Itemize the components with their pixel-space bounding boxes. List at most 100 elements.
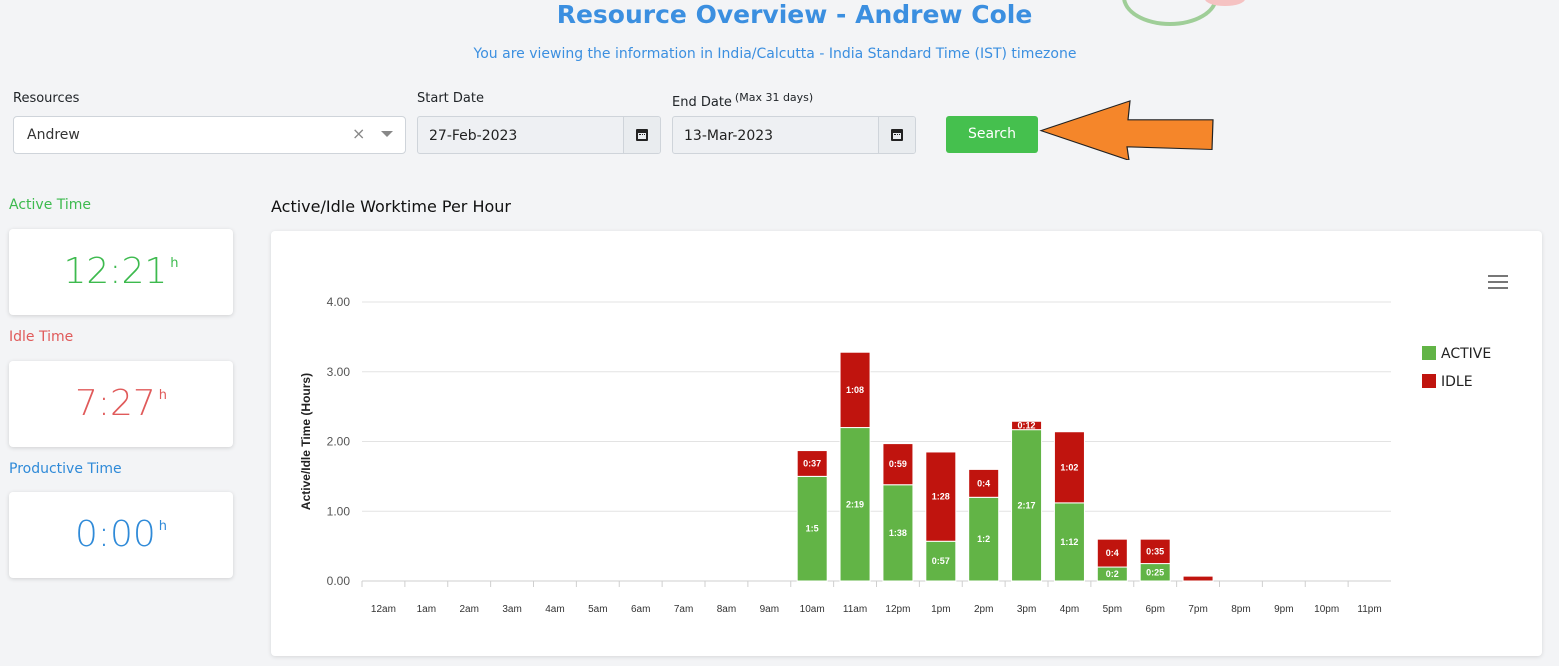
bar-active [925, 540, 957, 582]
legend-label-active: ACTIVE [1441, 346, 1492, 362]
x-tick-label: 11pm [1357, 604, 1381, 615]
x-tick-label: 8am [717, 604, 736, 615]
x-tick-label: 5am [588, 604, 607, 615]
menu-icon[interactable] [1488, 275, 1508, 289]
bar-active [1011, 429, 1043, 582]
data-label: 0:25 [1146, 567, 1164, 577]
data-label: 1:08 [846, 385, 864, 395]
x-tick-label: 1pm [931, 604, 950, 615]
resources-select[interactable]: Andrew × [13, 116, 406, 154]
bar-idle [882, 443, 914, 486]
data-label: 1:2 [977, 534, 990, 544]
bar-active [839, 427, 871, 582]
idle-time-unit: h [158, 388, 168, 403]
end-date-label: End Date (Max 31 days) [672, 91, 813, 110]
data-label: 0:2 [1106, 569, 1119, 579]
start-date-input[interactable]: 27-Feb-2023 [417, 116, 661, 154]
bar-idle [1096, 538, 1128, 568]
start-date-value: 27-Feb-2023 [429, 128, 518, 144]
legend-item-active[interactable]: ACTIVE [1422, 346, 1491, 362]
pointer-arrow-annotation [1039, 100, 1214, 160]
calendar-icon[interactable] [623, 117, 660, 153]
data-label: 2:19 [846, 499, 864, 509]
x-tick-label: 11am [843, 604, 867, 615]
search-button[interactable]: Search [946, 116, 1038, 153]
y-tick-label: 3.00 [327, 365, 351, 379]
y-axis-title: Active/Idle Time (Hours) [299, 373, 313, 510]
data-label: 1:12 [1060, 537, 1078, 547]
legend-swatch-idle [1422, 374, 1436, 388]
active-time-unit: h [170, 256, 179, 271]
legend-item-idle[interactable]: IDLE [1422, 374, 1473, 390]
bar-active [1053, 502, 1085, 582]
x-tick-label: 7pm [1188, 604, 1207, 615]
x-tick-label: 10pm [1314, 604, 1339, 615]
x-tick-label: 9am [760, 604, 779, 615]
active-time-card: 12:21 h [9, 229, 233, 315]
bar-idle [925, 451, 957, 542]
idle-time-value: 7:27 [74, 383, 156, 424]
start-date-label: Start Date [417, 91, 484, 106]
x-tick-label: 9pm [1274, 604, 1293, 615]
calendar-icon[interactable] [878, 117, 915, 153]
data-label: 0:4 [977, 478, 990, 488]
data-label: 2:17 [1018, 500, 1036, 510]
data-label: 0:37 [803, 458, 821, 468]
y-tick-label: 1.00 [327, 504, 351, 518]
x-tick-label: 6pm [1145, 604, 1164, 615]
bar-idle [839, 351, 871, 429]
bar-idle [1182, 575, 1214, 582]
y-tick-label: 0.00 [327, 574, 351, 588]
legend-label-idle: IDLE [1441, 374, 1473, 390]
legend-swatch-active [1422, 346, 1436, 360]
x-tick-label: 4am [545, 604, 564, 615]
data-label: 0:12 [1018, 420, 1036, 430]
x-tick-label: 10am [800, 604, 825, 615]
data-label: 0:57 [932, 556, 950, 566]
chart-title: Active/Idle Worktime Per Hour [271, 197, 512, 216]
bar-chart: 0.00 1.00 2.00 3.00 4.00 Active/Idle Time (Ho… [299, 295, 1391, 615]
productive-time-label: Productive Time [9, 461, 122, 477]
bar-idle [1053, 431, 1085, 504]
productive-time-unit: h [158, 519, 168, 534]
data-label: 1:38 [889, 528, 907, 538]
x-tick-label: 7am [674, 604, 693, 615]
resources-selected-value: Andrew [27, 127, 80, 143]
bar-idle [796, 450, 828, 477]
active-time-value: 12:21 [63, 251, 168, 292]
x-tick-label: 2pm [974, 604, 993, 615]
y-tick-label: 4.00 [327, 295, 351, 309]
x-tick-label: 8pm [1231, 604, 1250, 615]
x-tick-label: 12am [371, 604, 396, 615]
clear-icon[interactable]: × [352, 124, 366, 143]
data-label: 1:02 [1060, 462, 1078, 472]
x-tick-label: 6am [631, 604, 650, 615]
x-tick-label: 3pm [1017, 604, 1036, 615]
resources-label: Resources [13, 91, 80, 106]
productive-time-card: 0:00 h [9, 492, 233, 578]
data-label: 0:35 [1146, 546, 1164, 556]
data-label: 1:5 [806, 524, 819, 534]
end-date-value: 13-Mar-2023 [684, 128, 774, 144]
bar-idle [968, 468, 1000, 498]
bar-idle [1139, 538, 1171, 565]
productive-time-value: 0:00 [74, 514, 156, 555]
x-tick-label: 2am [459, 604, 478, 615]
bar-idle [1011, 420, 1043, 431]
timezone-notice: You are viewing the information in India… [473, 46, 1077, 62]
data-label: 0:59 [889, 459, 907, 469]
end-date-note: (Max 31 days) [734, 91, 814, 104]
active-time-label: Active Time [9, 197, 92, 213]
x-tick-label: 12pm [885, 604, 910, 615]
x-tick-label: 3am [502, 604, 521, 615]
data-label: 1:28 [932, 492, 950, 502]
page-title: Resource Overview - Andrew Cole [556, 0, 1033, 29]
x-tick-label: 5pm [1103, 604, 1122, 615]
idle-time-label: Idle Time [9, 329, 74, 345]
idle-time-card: 7:27 h [9, 361, 233, 447]
y-tick-label: 2.00 [327, 435, 351, 449]
end-date-label-text: End Date [672, 95, 732, 110]
bar-active [882, 484, 914, 582]
end-date-input[interactable]: 13-Mar-2023 [672, 116, 916, 154]
chevron-down-icon[interactable] [381, 131, 393, 137]
